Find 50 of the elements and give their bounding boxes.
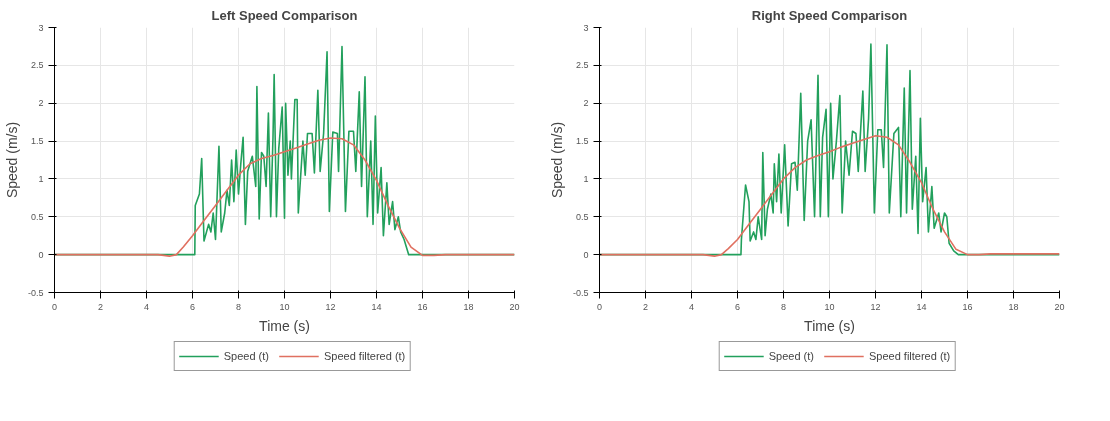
x-tick-label: 16 xyxy=(962,301,973,312)
legend-label: Speed (t) xyxy=(768,350,814,362)
x-tick-label: 14 xyxy=(916,301,927,312)
y-axis-title: Speed (m/s) xyxy=(3,121,20,199)
y-tick-label: 0.5 xyxy=(575,211,589,222)
y-tick-label: 1.5 xyxy=(575,136,589,147)
x-axis-title: Time (s) xyxy=(259,317,310,334)
line-series xyxy=(599,134,1060,257)
x-tick-label: 6 xyxy=(190,301,196,312)
y-tick-label: 2 xyxy=(583,98,589,109)
y-axis-title: Speed (m/s) xyxy=(548,121,565,199)
x-tick-label: 6 xyxy=(735,301,741,312)
y-tick-label: 0 xyxy=(38,249,44,260)
x-tick-label: 4 xyxy=(689,301,695,312)
y-tick-label: 2 xyxy=(38,98,44,109)
x-tick-label: 20 xyxy=(1054,301,1065,312)
legend-label: Speed filtered (t) xyxy=(868,350,951,362)
y-tick-label: 2.5 xyxy=(575,60,589,71)
y-tick-label: 1 xyxy=(38,173,44,184)
x-tick-label: 16 xyxy=(417,301,428,312)
y-tick-label: 2.5 xyxy=(30,60,44,71)
legend-label: Speed (t) xyxy=(223,350,269,362)
x-tick-label: 18 xyxy=(1008,301,1019,312)
y-tick-label: -0.5 xyxy=(27,287,44,298)
y-tick-label: 0 xyxy=(583,249,589,260)
y-tick-label: 0.5 xyxy=(30,211,44,222)
y-tick-label: -0.5 xyxy=(572,287,589,298)
chart-title: Right Speed Comparison xyxy=(751,7,908,23)
x-tick-label: 8 xyxy=(236,301,242,312)
x-tick-label: 12 xyxy=(870,301,881,312)
x-tick-label: 10 xyxy=(824,301,835,312)
x-tick-label: 12 xyxy=(325,301,336,312)
x-tick-label: 18 xyxy=(463,301,474,312)
x-tick-label: 0 xyxy=(597,301,603,312)
x-axis-title: Time (s) xyxy=(804,317,855,334)
x-tick-label: 4 xyxy=(144,301,150,312)
x-tick-label: 2 xyxy=(643,301,649,312)
chart-title: Left Speed Comparison xyxy=(211,7,358,23)
x-tick-label: 14 xyxy=(371,301,382,312)
x-tick-label: 8 xyxy=(781,301,787,312)
x-tick-label: 20 xyxy=(509,301,520,312)
x-tick-label: 2 xyxy=(98,301,104,312)
y-tick-label: 3 xyxy=(38,22,44,33)
y-tick-label: 3 xyxy=(583,22,589,33)
legend-label: Speed filtered (t) xyxy=(323,350,406,362)
y-tick-label: 1.5 xyxy=(30,136,44,147)
line-series xyxy=(54,137,515,257)
x-tick-label: 0 xyxy=(52,301,58,312)
x-tick-label: 10 xyxy=(279,301,290,312)
y-tick-label: 1 xyxy=(583,173,589,184)
